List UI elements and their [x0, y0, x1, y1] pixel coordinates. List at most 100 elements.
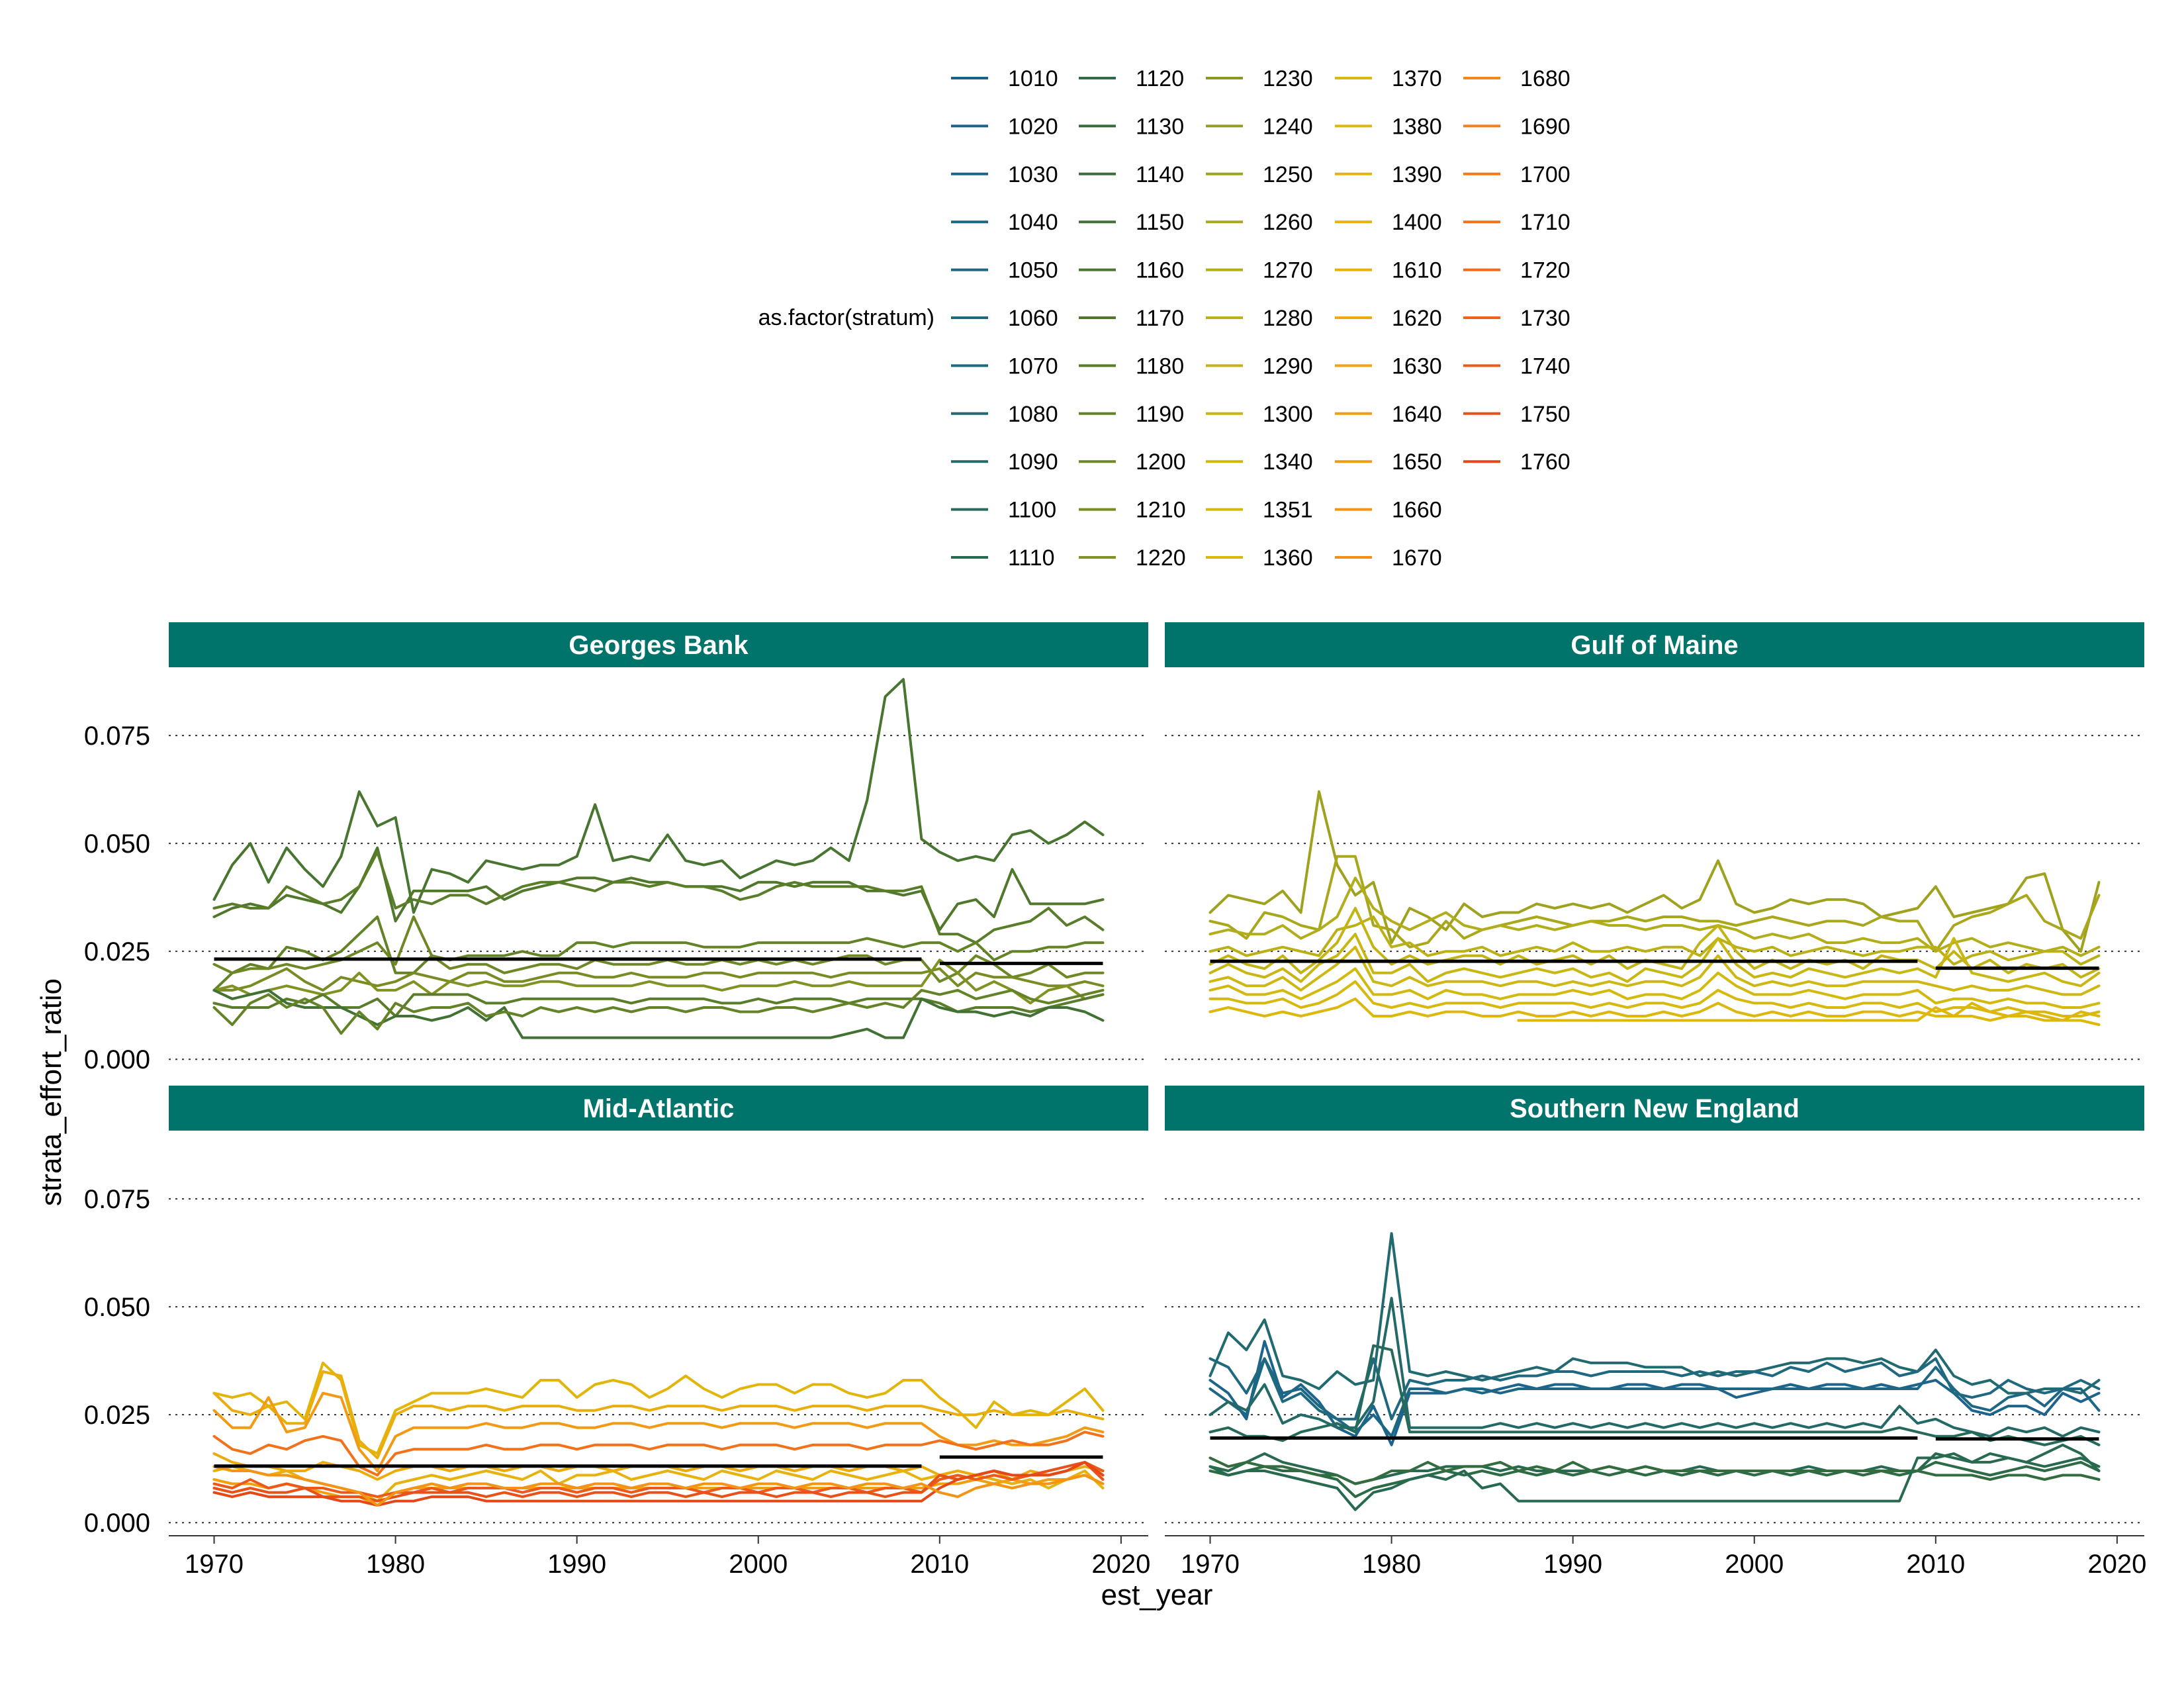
- legend-entry: 1610: [1335, 258, 1442, 283]
- series-line: [212, 1460, 1105, 1507]
- legend-entry: 1050: [951, 258, 1058, 283]
- x-tick-label: 2010: [910, 1550, 969, 1579]
- legend-label: 1730: [1520, 306, 1570, 331]
- legend-entry: 1250: [1206, 162, 1313, 187]
- legend-label: 1230: [1263, 66, 1313, 91]
- x-tick-label: 2000: [1725, 1550, 1784, 1579]
- series-line: [1208, 1340, 2101, 1446]
- legend-entry: 1220: [1079, 545, 1186, 571]
- legend-label: 1640: [1392, 402, 1442, 427]
- series-line: [212, 1370, 1105, 1460]
- legend-label: 1370: [1392, 66, 1442, 91]
- legend-label: 1090: [1008, 449, 1058, 475]
- series-line: [1208, 945, 2101, 996]
- y-tick-label: 0.025: [84, 937, 150, 966]
- series-line: [1208, 915, 2101, 966]
- legend-entry: 1080: [951, 402, 1058, 427]
- x-tick-label: 1980: [1362, 1550, 1421, 1579]
- legend-label: 1240: [1263, 114, 1313, 139]
- facet-strip: [1165, 622, 2144, 667]
- y-tick-label: 0.000: [84, 1509, 150, 1538]
- legend-label: 1351: [1263, 498, 1313, 523]
- legend-entry: 1260: [1206, 210, 1313, 235]
- legend-entry: 1200: [1079, 449, 1186, 475]
- legend-entry: 1700: [1463, 162, 1570, 187]
- x-tick-label: 1990: [1543, 1550, 1602, 1579]
- series-line: [212, 967, 1105, 992]
- y-tick-label: 0.050: [84, 829, 150, 859]
- x-tick-label: 1990: [547, 1550, 606, 1579]
- legend-entry: 1660: [1335, 498, 1442, 523]
- series-line: [1208, 876, 2101, 957]
- y-tick-label: 0.050: [84, 1293, 150, 1322]
- legend-label: 1120: [1136, 66, 1184, 91]
- legend-entry: 1020: [951, 114, 1058, 139]
- facet-panel: Georges Bank 0.000 0.025 0.050 0.075: [84, 622, 1148, 1074]
- facet-title: Gulf of Maine: [1570, 631, 1738, 660]
- legend-entry: 1390: [1335, 162, 1442, 187]
- legend-label: 1290: [1263, 353, 1313, 379]
- x-tick-label: 2000: [729, 1550, 788, 1579]
- legend-entry: 1160: [1079, 258, 1184, 283]
- legend-entry: 1360: [1206, 545, 1313, 571]
- legend-entry: 1230: [1206, 66, 1313, 91]
- facet-title: Southern New England: [1510, 1094, 1799, 1123]
- legend-label: 1210: [1136, 498, 1186, 523]
- legend-label: 1400: [1392, 210, 1442, 235]
- legend-label: 1030: [1008, 162, 1058, 187]
- series-line: [1208, 933, 2101, 988]
- legend-label: 1650: [1392, 449, 1442, 475]
- series-line: [1208, 1443, 2101, 1511]
- legend-entry: 1730: [1463, 306, 1570, 331]
- series-line: [212, 1430, 1105, 1477]
- series-line: [212, 851, 1105, 945]
- legend-entry: 1380: [1335, 114, 1442, 139]
- legend-entry: 1740: [1463, 353, 1570, 379]
- legend-entry: 1030: [951, 162, 1058, 187]
- legend-label: 1660: [1392, 498, 1442, 523]
- facet-panel: Gulf of Maine: [1165, 622, 2144, 1060]
- legend-label: 1160: [1136, 258, 1184, 283]
- legend-label: 1140: [1136, 162, 1184, 187]
- legend-label: 1610: [1392, 258, 1442, 283]
- y-tick-label: 0.075: [84, 722, 150, 751]
- series-line: [212, 915, 1105, 983]
- series-line: [212, 846, 1105, 931]
- facet-panel: Southern New England 1970 1980 1990 2000 2010…: [1165, 1086, 2146, 1579]
- facet-panel: Mid-Atlantic 0.000 0.025 0.050 0.075 1970 1980…: [84, 1086, 1150, 1579]
- legend-entry: 1010: [951, 66, 1058, 91]
- legend-label: 1390: [1392, 162, 1442, 187]
- legend-label: 1130: [1136, 114, 1184, 139]
- legend-entry: 1351: [1206, 498, 1313, 523]
- legend-label: 1080: [1008, 402, 1058, 427]
- x-tick-label: 2010: [1906, 1550, 1965, 1579]
- legend-label: 1170: [1136, 306, 1184, 331]
- facet-strip: [1165, 1086, 2144, 1131]
- series-line: [1208, 967, 2101, 1009]
- x-tick-label: 2020: [1091, 1550, 1150, 1579]
- series-line: [212, 988, 1105, 1039]
- series-line: [212, 988, 1105, 1035]
- x-tick-label: 1970: [185, 1550, 244, 1579]
- legend-entry: 1630: [1335, 353, 1442, 379]
- legend-label: 1700: [1520, 162, 1570, 187]
- legend-entry: 1110: [951, 545, 1055, 571]
- series-line: [1208, 1456, 2101, 1485]
- legend-label: 1070: [1008, 353, 1058, 379]
- legend-entry: 1340: [1206, 449, 1313, 475]
- legend-entry: 1680: [1463, 66, 1570, 91]
- y-tick-label: 0.000: [84, 1045, 150, 1074]
- series-line: [1208, 790, 2101, 953]
- legend-entry: 1170: [1079, 306, 1184, 331]
- legend-label: 1250: [1263, 162, 1313, 187]
- y-tick-label: 0.025: [84, 1401, 150, 1430]
- legend-label: 1710: [1520, 210, 1570, 235]
- legend-entry: 1370: [1335, 66, 1442, 91]
- legend-label: 1690: [1520, 114, 1570, 139]
- legend-label: 1190: [1136, 402, 1184, 427]
- legend-entry: 1750: [1463, 402, 1570, 427]
- legend-entry: 1210: [1079, 498, 1186, 523]
- y-axis-title: strata_effort_ratio: [35, 978, 68, 1206]
- legend: as.factor(stratum) 1010 1020 1030 1040 1050 1…: [758, 66, 1570, 571]
